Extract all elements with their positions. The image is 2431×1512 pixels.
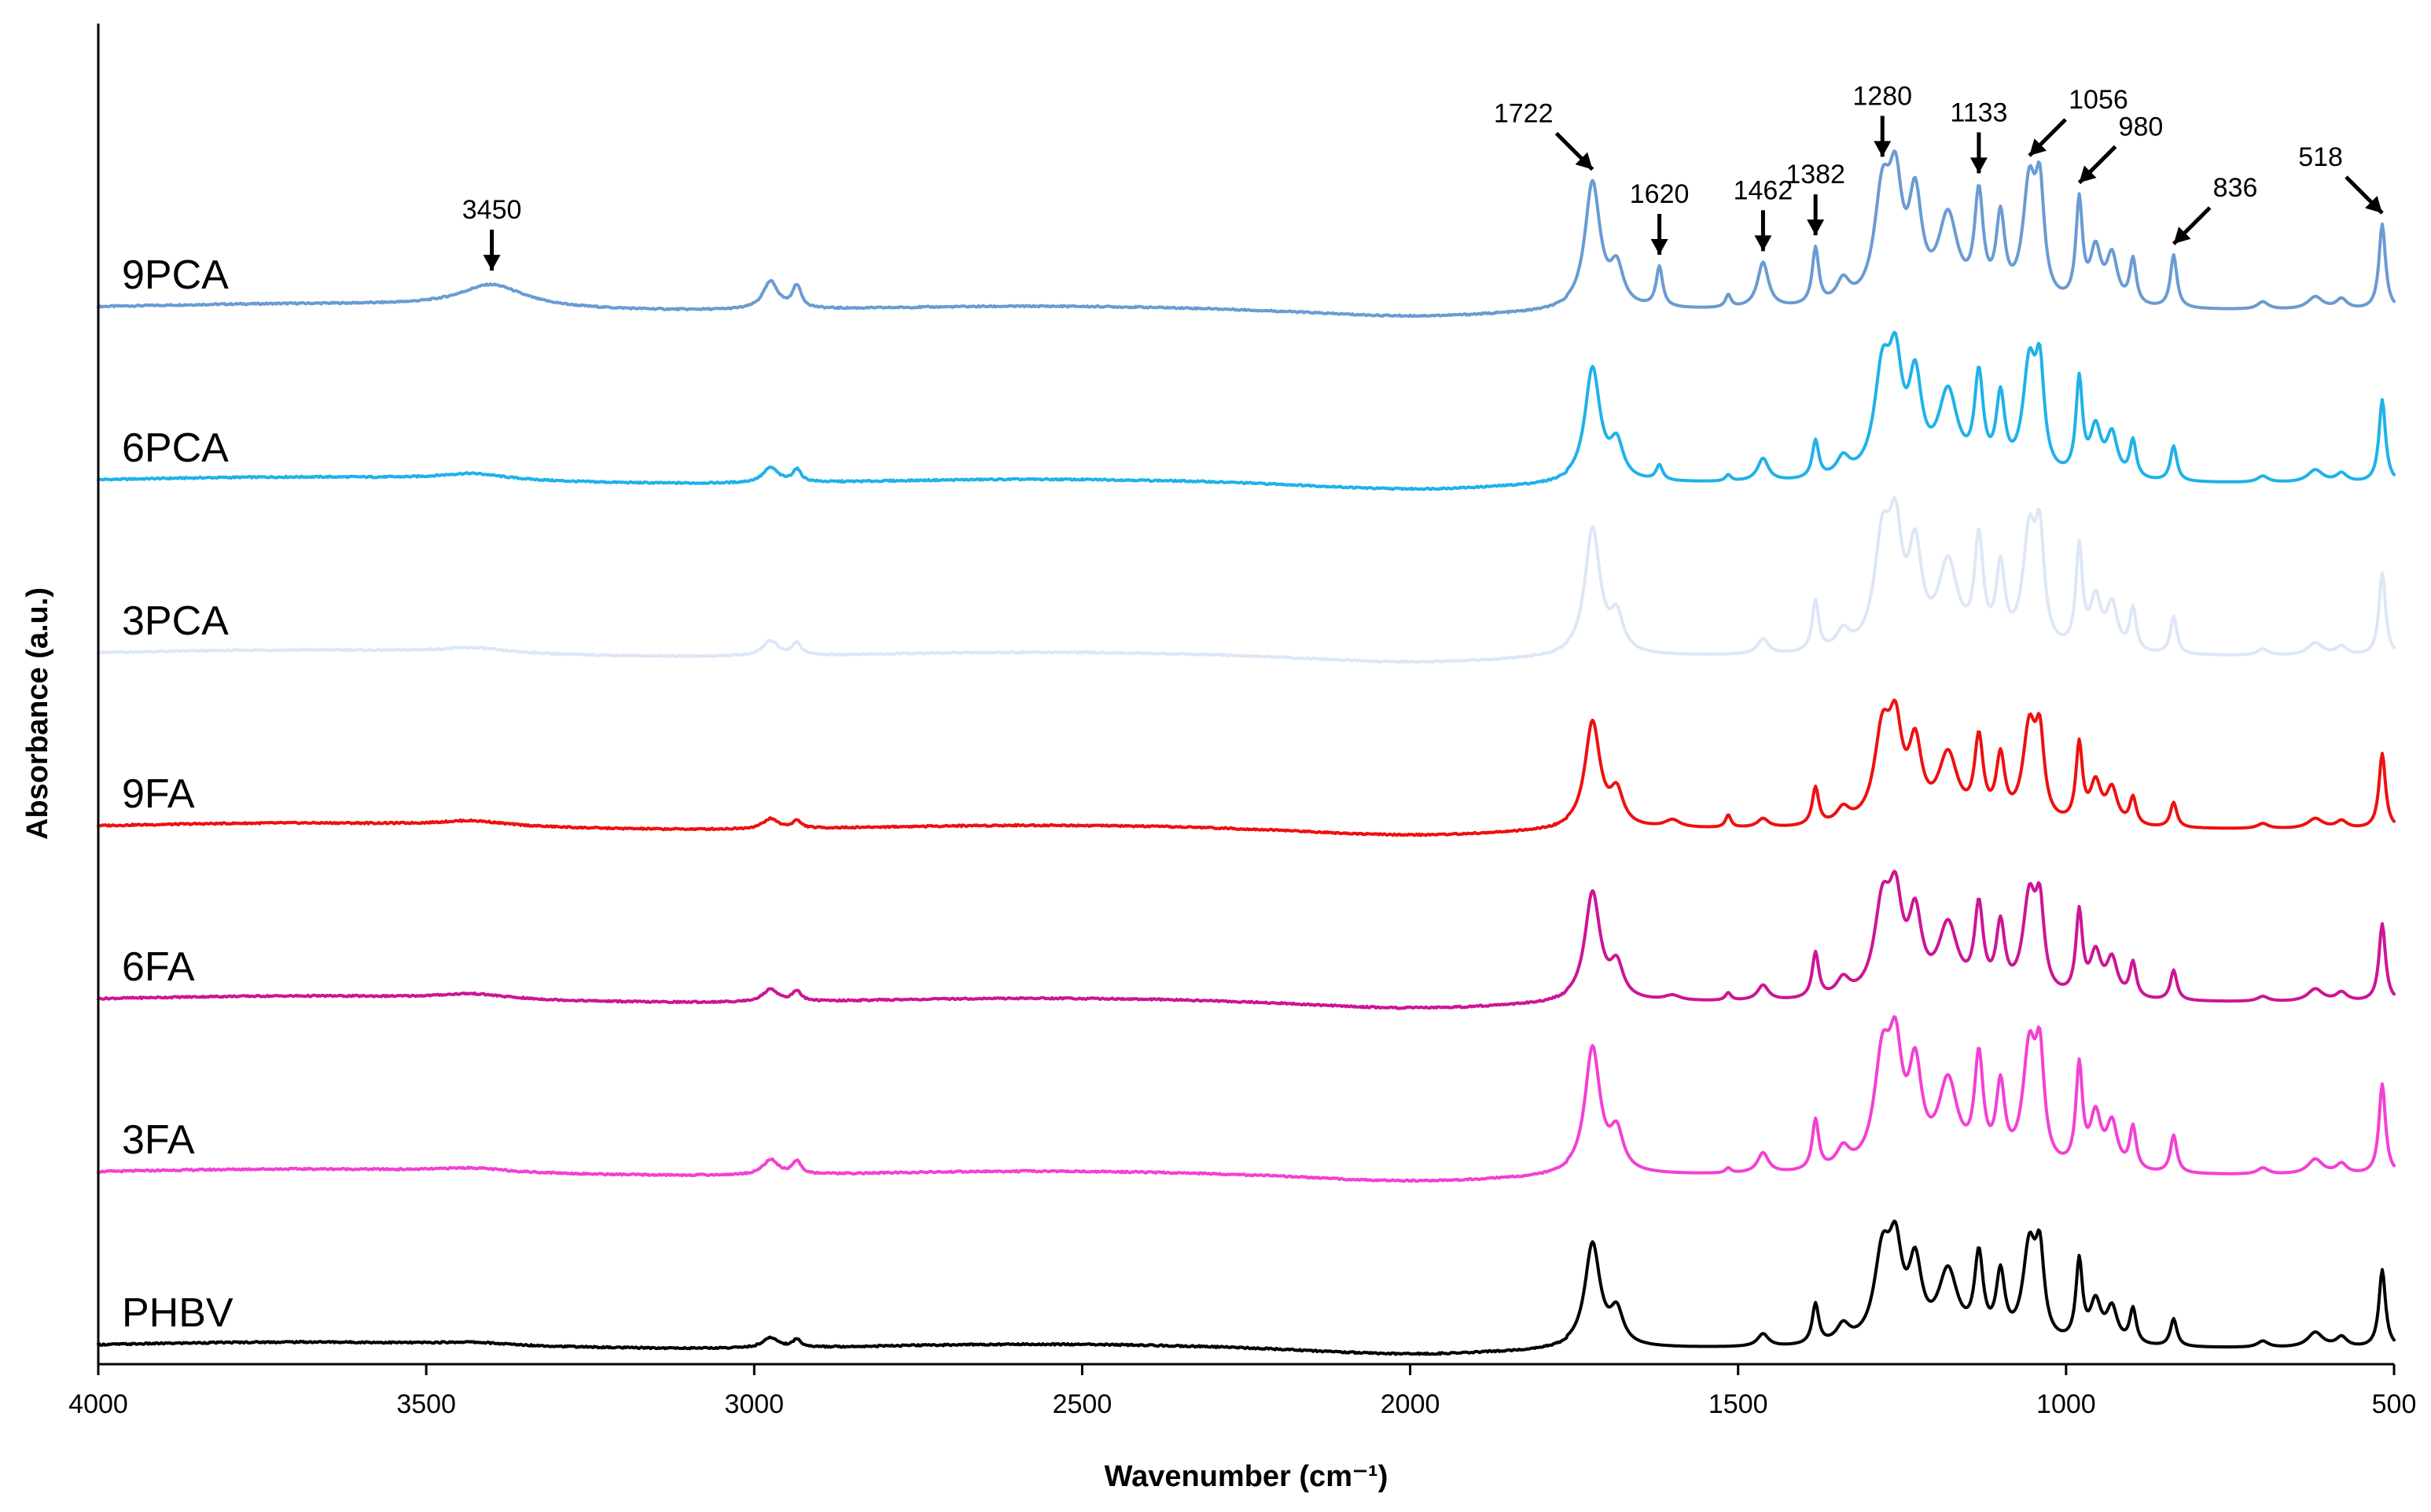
- peak-annotation-1280: 1280: [1852, 81, 1912, 111]
- annotation-arrowhead: [2365, 196, 2382, 214]
- series-label-3fa: 3FA: [122, 1117, 195, 1163]
- annotation-arrowhead: [2029, 138, 2047, 156]
- x-tick-label: 1000: [2036, 1389, 2096, 1419]
- x-tick-label: 3000: [724, 1389, 784, 1419]
- x-tick-label: 2500: [1053, 1389, 1113, 1419]
- peak-annotation-1462: 1462: [1734, 175, 1793, 205]
- x-tick-label: 3500: [396, 1389, 456, 1419]
- annotation-arrowhead: [1575, 152, 1593, 170]
- series-line-3pca: [97, 496, 2396, 664]
- series-label-9fa: 9FA: [122, 771, 195, 817]
- spectra-layer: [97, 149, 2396, 1356]
- x-ticks-layer: 4000 3500 3000 2500 2000 1500 1000 500: [68, 1364, 2416, 1419]
- annotation-arrowhead: [483, 255, 501, 271]
- y-axis-title: Absorbance (a.u.): [21, 587, 54, 840]
- x-tick-label: 4000: [68, 1389, 128, 1419]
- series-line-9fa: [97, 698, 2396, 837]
- series-label-9pca: 9PCA: [122, 252, 229, 298]
- peak-annotation-980: 980: [2119, 112, 2164, 142]
- peak-annotation-836: 836: [2213, 173, 2258, 203]
- annotation-arrowhead: [1650, 238, 1668, 255]
- x-tick-label: 2000: [1381, 1389, 1440, 1419]
- series-labels-layer: 9PCA 6PCA 3PCA 9FA 6FA 3FA PHBV: [122, 252, 234, 1336]
- x-tick-label: 500: [2372, 1389, 2417, 1419]
- series-line-6fa: [97, 870, 2396, 1010]
- peak-annotation-518: 518: [2298, 142, 2343, 172]
- annotation-arrowhead: [2079, 165, 2097, 183]
- peak-annotation-3450: 3450: [462, 195, 522, 225]
- series-line-phbv: [97, 1220, 2396, 1356]
- series-line-6pca: [97, 330, 2396, 491]
- annotation-arrowhead: [1969, 157, 1988, 174]
- peak-annotation-1382: 1382: [1786, 160, 1845, 189]
- peak-annotation-1620: 1620: [1630, 179, 1690, 209]
- peak-annotation-1056: 1056: [2069, 85, 2128, 115]
- series-line-3fa: [97, 1015, 2396, 1183]
- x-axis-title: Wavenumber (cm⁻¹): [1105, 1460, 1388, 1493]
- annotation-arrowhead: [1807, 219, 1825, 236]
- series-label-3pca: 3PCA: [122, 598, 229, 644]
- peak-annotation-1133: 1133: [1950, 97, 2007, 127]
- annotation-arrowhead: [1874, 141, 1892, 157]
- x-tick-label: 1500: [1708, 1389, 1768, 1419]
- series-label-6pca: 6PCA: [122, 425, 229, 471]
- annotation-arrowhead: [2173, 226, 2191, 245]
- series-line-9pca: [97, 149, 2396, 318]
- annotation-arrowhead: [1754, 235, 1772, 252]
- series-label-phbv: PHBV: [122, 1290, 234, 1336]
- peak-annotation-1722: 1722: [1494, 98, 1554, 128]
- series-label-6fa: 6FA: [122, 944, 195, 990]
